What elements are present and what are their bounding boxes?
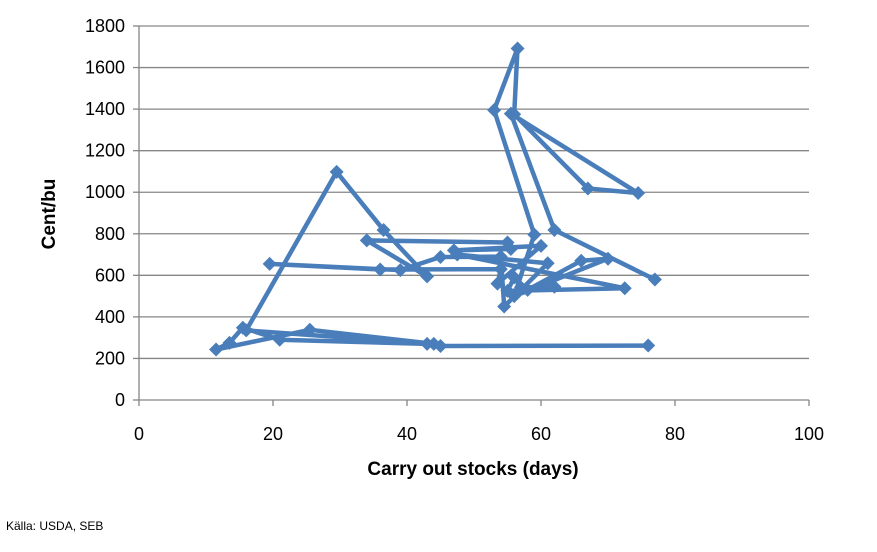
- x-tick-label: 0: [134, 424, 144, 444]
- data-point: [510, 41, 525, 56]
- data-point: [433, 250, 448, 265]
- data-point: [262, 256, 277, 271]
- y-tick-label: 800: [95, 224, 125, 244]
- data-point: [547, 223, 562, 238]
- x-axis-title: Carry out stocks (days): [367, 459, 578, 480]
- data-point: [540, 256, 555, 271]
- data-point: [493, 249, 508, 264]
- y-tick-label: 400: [95, 307, 125, 327]
- data-point: [490, 276, 505, 291]
- x-tick-label: 40: [397, 424, 417, 444]
- y-tick-label: 1000: [85, 182, 125, 202]
- data-point: [503, 106, 518, 121]
- data-point: [420, 269, 435, 284]
- data-point: [376, 223, 391, 238]
- data-point: [647, 272, 662, 287]
- x-tick-label: 60: [531, 424, 551, 444]
- data-point: [580, 181, 595, 196]
- y-tick-label: 1800: [85, 16, 125, 36]
- data-point: [302, 322, 317, 337]
- x-tick-label: 80: [665, 424, 685, 444]
- data-point: [497, 299, 512, 314]
- source-note: Källa: USDA, SEB: [6, 519, 104, 533]
- data-point: [393, 263, 408, 278]
- data-point: [520, 282, 535, 297]
- data-point: [209, 342, 224, 357]
- data-point: [527, 227, 542, 242]
- data-point: [493, 262, 508, 277]
- y-axis-title: Cent/bu: [39, 179, 60, 250]
- data-point: [359, 233, 374, 248]
- series-line: [213, 46, 658, 352]
- data-point: [222, 335, 237, 350]
- y-tick-label: 600: [95, 265, 125, 285]
- data-point: [507, 270, 522, 285]
- data-point: [534, 238, 548, 253]
- tick-labels: 0 200 400 600 800 1000 1200 1400 1600 1800 0 20 40 60…: [85, 16, 824, 444]
- y-tick-label: 1400: [85, 99, 125, 119]
- data-point: [239, 323, 254, 338]
- data-point: [617, 281, 632, 296]
- data-point: [507, 289, 522, 304]
- y-tick-label: 0: [115, 390, 125, 410]
- axes: [133, 25, 810, 406]
- data-point: [450, 247, 465, 262]
- data-point: [547, 279, 562, 294]
- y-tick-label: 1600: [85, 58, 125, 78]
- data-point: [641, 338, 656, 353]
- data-point: [329, 164, 344, 179]
- data-point: [426, 336, 441, 351]
- grid-lines: [139, 25, 809, 360]
- series: [209, 41, 662, 357]
- data-point: [601, 251, 615, 266]
- data-point: [503, 241, 518, 256]
- y-tick-label: 1200: [85, 141, 125, 161]
- y-tick-label: 200: [95, 348, 125, 368]
- data-point: [373, 262, 388, 277]
- data-point: [272, 332, 287, 347]
- data-point: [574, 253, 589, 268]
- data-point: [631, 186, 646, 201]
- x-tick-label: 20: [263, 424, 283, 444]
- x-tick-label: 100: [794, 424, 824, 444]
- data-point: [487, 103, 502, 118]
